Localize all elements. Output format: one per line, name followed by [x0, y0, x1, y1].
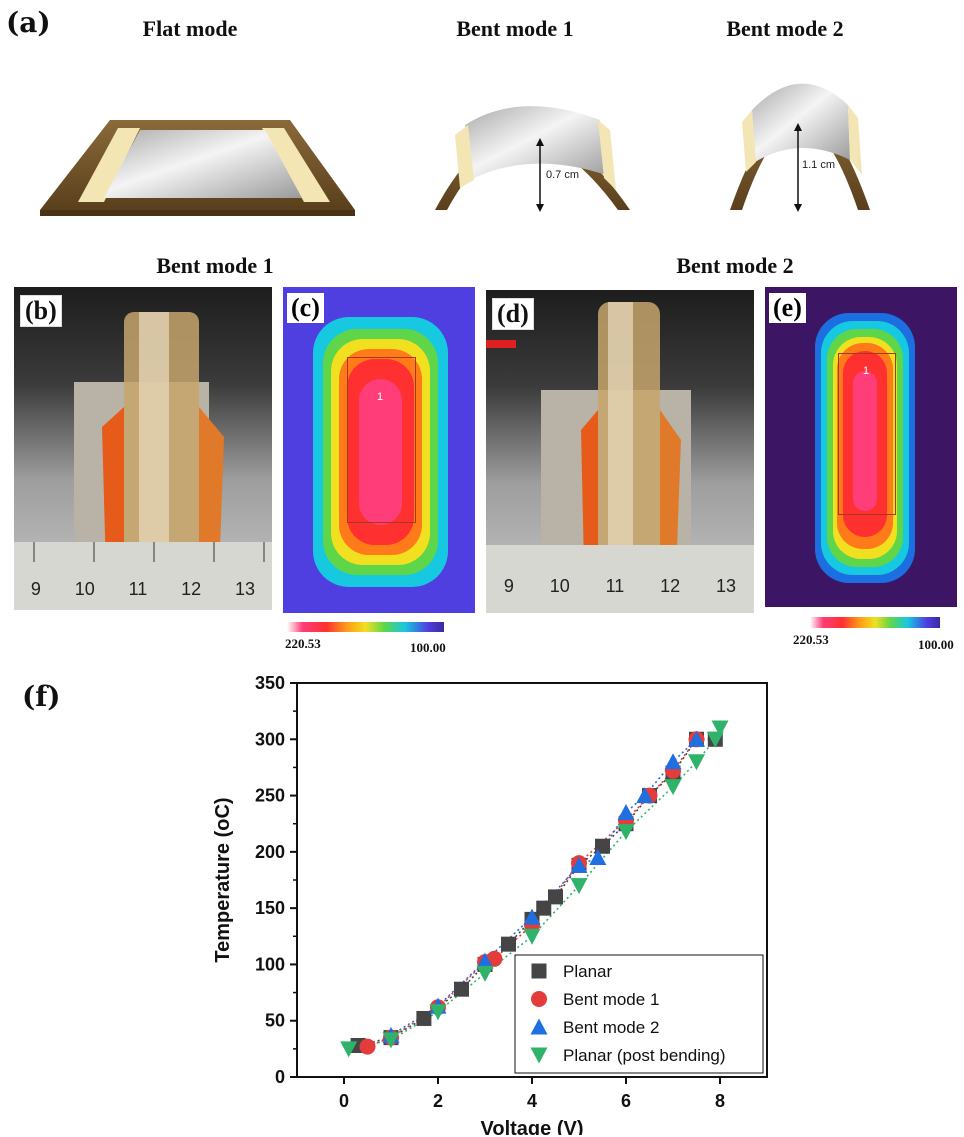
photo-bent-mode-1-drawing: [14, 312, 272, 610]
data-point: [476, 952, 494, 969]
y-tick-label: 100: [255, 954, 285, 974]
data-point: [476, 965, 494, 982]
ruler-number: 10: [74, 579, 95, 599]
x-tick-label: 0: [339, 1091, 349, 1111]
y-tick-label: 50: [265, 1011, 285, 1031]
data-point: [382, 1032, 400, 1049]
data-point: [523, 928, 541, 945]
ruler-numbers-d: 9 10 11 12 13: [486, 576, 754, 597]
color-scale-bar-c: [287, 622, 444, 632]
bent-mode-1-title: Bent mode 1: [456, 16, 574, 41]
ruler-number: 11: [605, 576, 625, 596]
data-point: [570, 856, 588, 873]
ruler-number: 11: [128, 579, 148, 599]
data-point: [636, 787, 654, 804]
legend-label: Bent mode 2: [563, 1018, 659, 1037]
data-point: [359, 1038, 376, 1055]
panel-label-f: (f): [22, 680, 61, 713]
row2-bent-mode-1-title: Bent mode 1: [156, 253, 274, 278]
ruler-number: 9: [503, 576, 514, 596]
data-point: [595, 838, 610, 854]
data-point: [570, 878, 588, 895]
row2-bent-mode-2-title: Bent mode 2: [676, 253, 794, 278]
data-point: [454, 981, 469, 997]
data-point: [589, 848, 607, 865]
x-tick-label: 4: [527, 1091, 537, 1111]
legend-marker: [530, 1018, 548, 1035]
photo-bent-mode-2: (d) 9 10 11 12 13: [486, 290, 754, 613]
ruler-number: 13: [234, 579, 256, 599]
legend-marker: [531, 991, 547, 1007]
x-axis-label: Voltage (V): [481, 1118, 584, 1135]
panel-label-e: (e): [769, 293, 806, 323]
panel-label-a: (a): [6, 6, 51, 39]
ruler-number: 12: [181, 579, 202, 599]
device-illustrations: 0.7 cm 1.1 cm: [40, 83, 870, 216]
legend-marker: [530, 1047, 548, 1064]
data-point: [664, 753, 682, 770]
data-point: [706, 731, 724, 748]
thermal-marker-c: 1: [377, 391, 384, 403]
legend-label: Planar: [563, 962, 612, 981]
x-tick-label: 8: [715, 1091, 725, 1111]
data-point: [536, 900, 552, 916]
y-axis-label: Temperature (oC): [212, 797, 234, 962]
thermal-image-bent-mode-2: 1 (e): [765, 287, 957, 607]
temperature-voltage-chart: 0 2 4 6 8 0 50 100 150 200 250 300 350 Planar Bent mo…: [212, 673, 768, 1135]
y-tick-label: 300: [255, 729, 285, 749]
data-point: [340, 1041, 358, 1058]
data-point: [688, 730, 705, 747]
thermal-image-bent-mode-1: 1 (c): [283, 287, 475, 613]
data-point: [688, 754, 705, 771]
y-tick-label: 150: [255, 898, 285, 918]
x-tick-label: 2: [433, 1091, 443, 1111]
series-trend-line: [390, 738, 698, 1036]
data-point: [548, 889, 563, 905]
y-tick-label: 350: [255, 673, 285, 693]
data-point: [429, 1004, 447, 1021]
bent-mode-1-device: [435, 106, 630, 212]
panel-label-d: (d): [492, 298, 534, 330]
data-point: [617, 803, 635, 820]
data-point: [523, 908, 541, 925]
data-point: [617, 824, 635, 841]
ruler-number: 13: [715, 576, 737, 596]
panel-label-b: (b): [20, 295, 62, 327]
bent-mode-2-title: Bent mode 2: [726, 16, 844, 41]
ruler-number: 9: [30, 579, 41, 599]
color-scale-bar-e: [810, 617, 940, 628]
bent-mode-1-dimension: 0.7 cm: [546, 169, 579, 181]
flat-mode-title: Flat mode: [142, 16, 238, 41]
flat-mode-device: [40, 120, 355, 216]
legend-marker: [531, 963, 547, 979]
thermal-marker-e: 1: [863, 365, 870, 377]
y-tick-label: 0: [275, 1067, 285, 1087]
x-tick-label: 6: [621, 1091, 631, 1111]
data-point: [664, 779, 682, 796]
legend-label: Bent mode 1: [563, 990, 659, 1009]
scale-min-e: 100.00: [918, 637, 954, 652]
ruler-number: 12: [660, 576, 681, 596]
ruler-numbers-b: 9 10 11 12 13: [14, 579, 272, 600]
y-tick-label: 200: [255, 842, 285, 862]
data-point: [711, 720, 729, 737]
y-tick-label: 250: [255, 786, 285, 806]
legend-box: [514, 954, 764, 1074]
data-point: [501, 936, 516, 952]
scale-max-e: 220.53: [793, 632, 829, 647]
ruler-number: 10: [549, 576, 570, 596]
scale-max-c: 220.53: [285, 636, 321, 651]
panel-label-c: (c): [287, 293, 324, 323]
photo-bent-mode-1: (b) 9 10 11 12 13: [14, 287, 272, 610]
bent-mode-2-device: [730, 83, 870, 212]
bent-mode-2-dimension: 1.1 cm: [802, 159, 835, 171]
photo-bent-mode-2-drawing: [486, 302, 754, 613]
data-point: [416, 1010, 432, 1026]
scale-min-c: 100.00: [410, 640, 446, 655]
legend-label: Planar (post bending): [563, 1046, 726, 1065]
